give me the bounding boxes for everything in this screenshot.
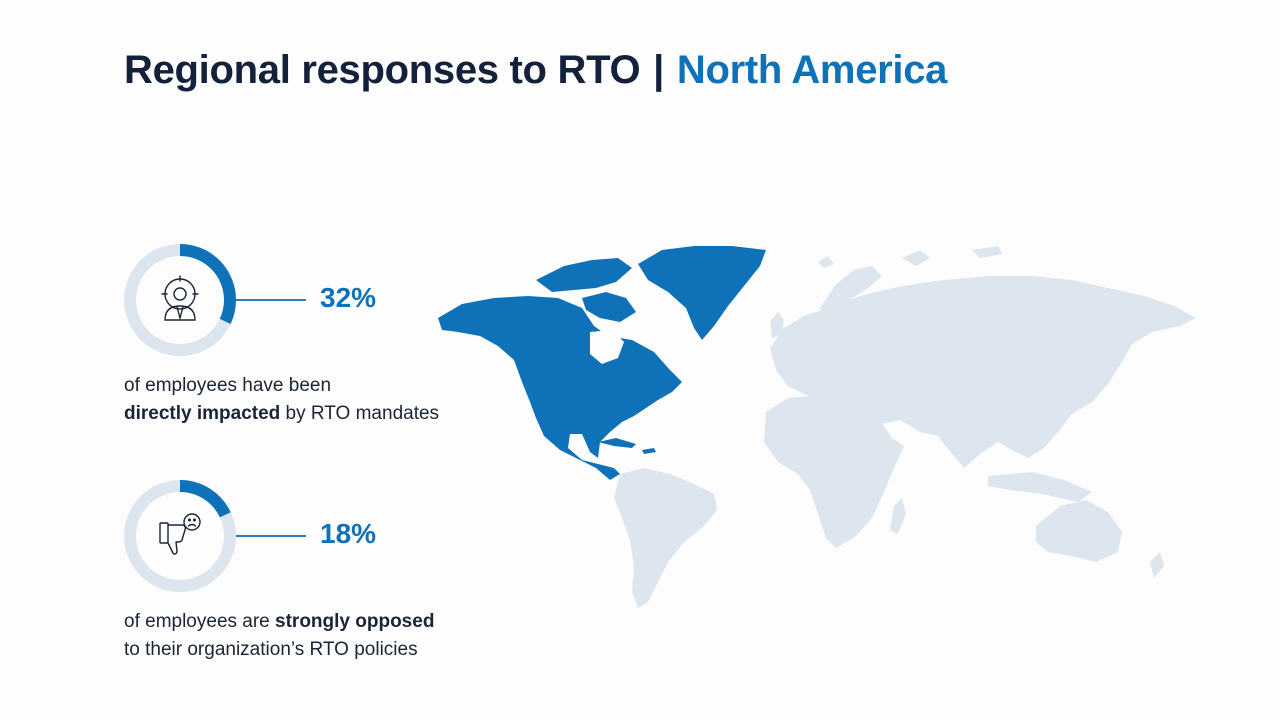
madagascar <box>890 498 906 534</box>
world-map <box>438 246 1196 608</box>
connector-line <box>236 535 306 537</box>
hudson-bay <box>590 330 624 364</box>
greenland <box>638 246 766 340</box>
donut-chart-impacted <box>124 244 236 356</box>
japan <box>1094 356 1112 394</box>
british-isles <box>770 312 784 338</box>
stat-caption: of employees are strongly opposed to the… <box>124 608 524 664</box>
arctic-islands <box>818 246 1002 268</box>
indonesia <box>988 472 1092 502</box>
title-region: North America <box>676 48 948 92</box>
connector-line <box>236 299 306 301</box>
caption-pre: of employees are <box>124 611 276 632</box>
title-main: Regional responses to RTO <box>124 48 641 92</box>
stat-caption: of employees have been directly impacted… <box>124 372 524 428</box>
map-other-regions <box>614 246 1196 608</box>
donut-chart-opposed <box>124 480 236 592</box>
caption-emphasis: strongly opposed <box>275 611 435 632</box>
donut-progress <box>124 480 236 592</box>
page-title: Regional responses to RTO | North Americ… <box>124 48 947 93</box>
new-zealand <box>1150 552 1164 578</box>
stat-value: 32% <box>320 282 377 313</box>
stat-value: 18% <box>320 518 377 549</box>
caption-rest: by RTO mandates <box>280 403 440 424</box>
africa <box>764 396 904 548</box>
targeted-person-icon <box>161 275 199 321</box>
south-america <box>614 468 717 608</box>
caribbean-islands <box>598 438 656 454</box>
caption-line: of employees have been <box>124 375 332 396</box>
caption-emphasis: directly impacted <box>124 403 281 424</box>
title-separator: | <box>653 48 665 92</box>
canadian-arctic-islands <box>536 258 636 322</box>
scandinavia <box>820 266 882 328</box>
donut-progress <box>124 244 236 356</box>
australia <box>1036 500 1122 562</box>
caption-line: to their organization’s RTO policies <box>124 639 418 660</box>
thumbs-down-sad-icon <box>159 513 201 555</box>
